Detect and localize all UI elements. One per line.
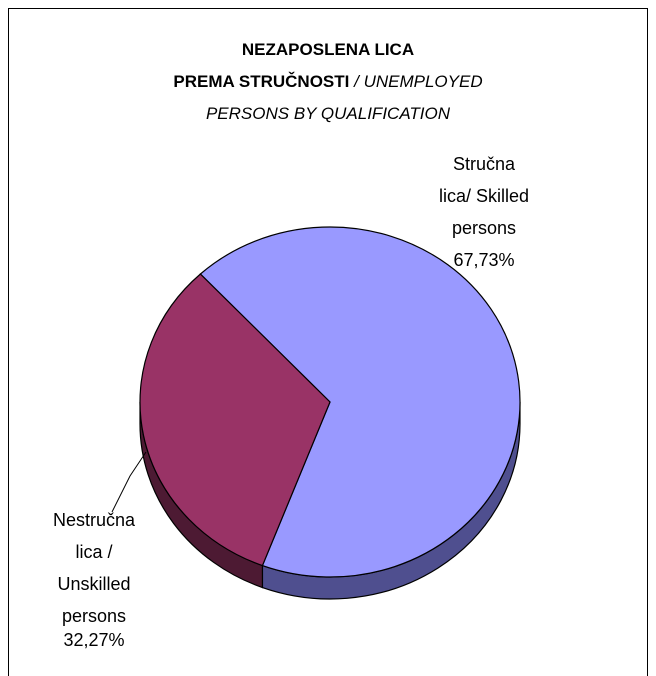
chart-subtitle: / UNEMPLOYED <box>353 72 482 91</box>
slice-value-label: 32,27% <box>63 630 125 650</box>
slice <box>139 273 331 567</box>
chart-title: PREMA STRUČNOSTI <box>173 72 349 91</box>
slice-value-label: 67,73% <box>453 250 515 270</box>
chart-title: NEZAPOSLENA LICA <box>242 40 414 59</box>
slice-label: Nestručna lica / Unskilled persons <box>52 510 136 626</box>
pie <box>139 226 521 600</box>
slice-label: Stručna lica/ Skilled persons <box>438 154 530 238</box>
chart-title-line: PREMA STRUČNOSTI / UNEMPLOYED <box>173 72 482 91</box>
slice <box>199 226 521 578</box>
chart-subtitle: PERSONS BY QUALIFICATION <box>206 104 451 123</box>
leader-line <box>111 451 147 513</box>
